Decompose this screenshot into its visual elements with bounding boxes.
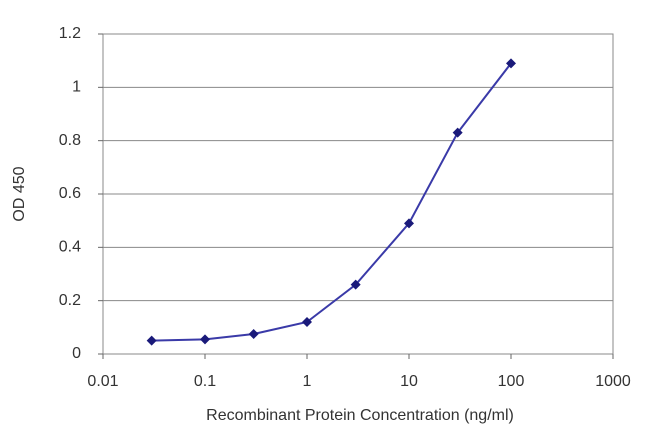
y-tick-label: 0.2: [59, 292, 81, 309]
x-tick-label: 0.01: [87, 373, 118, 390]
data-point: [200, 334, 210, 345]
data-point: [350, 279, 361, 290]
data-point: [302, 317, 312, 327]
y-axis-label: OD 450: [11, 166, 28, 221]
y-tick-label: 0: [72, 345, 81, 362]
data-point: [452, 127, 463, 138]
data-point: [146, 335, 157, 346]
x-tick-label: 1: [303, 373, 312, 390]
x-axis-label: Recombinant Protein Concentration (ng/ml…: [206, 407, 514, 424]
y-tick-label: 1: [72, 79, 81, 96]
x-tick-label: 0.1: [194, 373, 216, 390]
x-tick-label: 10: [400, 373, 418, 390]
data-point: [404, 218, 414, 229]
data-point: [506, 58, 516, 69]
y-tick-label: 0.8: [59, 132, 81, 149]
x-tick-label: 100: [498, 373, 525, 390]
data-line: [151, 62, 512, 342]
data-point: [248, 329, 259, 339]
y-tick-label: 1.2: [59, 25, 81, 42]
y-tick-label: 0.4: [59, 239, 81, 256]
x-tick-label: 1000: [595, 373, 631, 390]
y-tick-label: 0.6: [59, 185, 81, 202]
